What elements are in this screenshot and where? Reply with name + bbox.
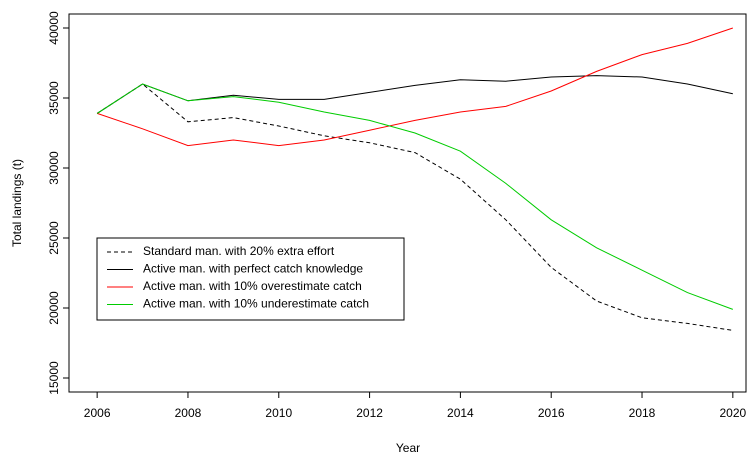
legend-label: Active man. with perfect catch knowledge xyxy=(143,262,363,276)
legend-label: Standard man. with 20% extra effort xyxy=(143,244,335,258)
x-tick-label: 2006 xyxy=(84,406,111,420)
y-tick-label: 25000 xyxy=(47,221,61,255)
y-tick-label: 30000 xyxy=(47,151,61,185)
plot-frame xyxy=(68,13,747,393)
x-tick-label: 2012 xyxy=(356,406,383,420)
series-line xyxy=(96,27,733,147)
legend-label: Active man. with 10% underestimate catch xyxy=(143,297,369,311)
x-tick-label: 2020 xyxy=(719,406,746,420)
y-tick-label: 15000 xyxy=(47,361,61,395)
y-tick-label: 20000 xyxy=(47,291,61,325)
y-tick-label: 40000 xyxy=(47,11,61,45)
x-tick-label: 2008 xyxy=(175,406,202,420)
x-tick-label: 2016 xyxy=(538,406,565,420)
x-axis-label: Year xyxy=(396,441,420,455)
y-tick-label: 35000 xyxy=(47,81,61,115)
x-tick-label: 2018 xyxy=(629,406,656,420)
legend-box xyxy=(96,237,405,321)
series-line xyxy=(96,83,734,310)
series-line xyxy=(96,75,733,114)
x-tick-label: 2010 xyxy=(265,406,292,420)
legend-label: Active man. with 10% overestimate catch xyxy=(143,279,362,293)
x-tick-label: 2014 xyxy=(447,406,474,420)
series-line xyxy=(96,83,733,331)
y-axis-label: Total landings (t) xyxy=(10,159,24,247)
